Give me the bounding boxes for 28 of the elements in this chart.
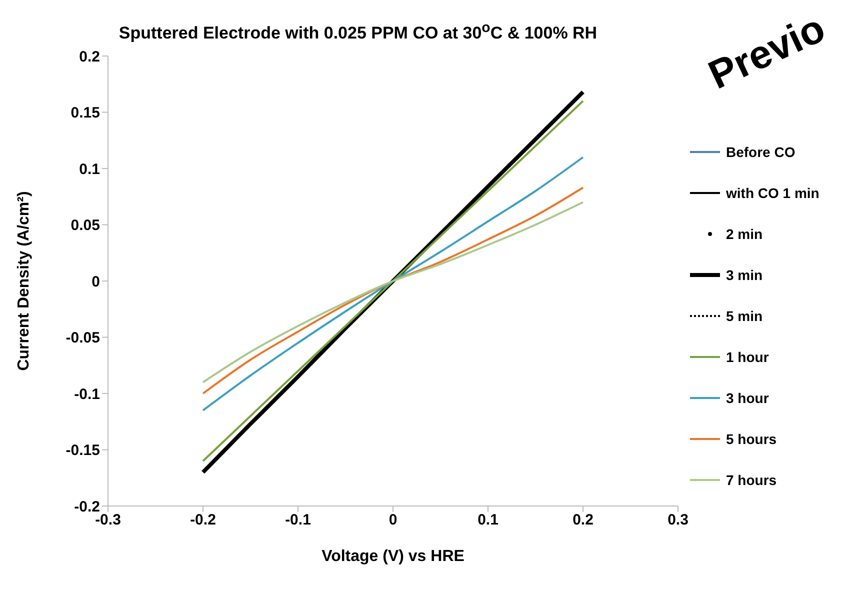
y-tick-label: -0.15 <box>66 442 100 459</box>
y-tick-label: 0.2 <box>79 48 100 65</box>
x-axis-title: Voltage (V) vs HRE <box>322 548 465 565</box>
legend-label: 3 hour <box>726 390 769 406</box>
legend-label: 5 hours <box>726 430 777 447</box>
y-tick-label: 0 <box>92 272 100 290</box>
legend-label: 1 hour <box>726 348 769 365</box>
legend-label: 7 hours <box>726 472 777 488</box>
x-tick-label: 0.2 <box>572 511 594 528</box>
line-series <box>202 156 584 412</box>
y-tick-label: 0.1 <box>79 160 100 178</box>
x-tick-label: 0.1 <box>478 511 498 528</box>
legend-label: 3 min <box>726 266 763 283</box>
legend-label: with CO 1 min <box>726 184 820 201</box>
legend-label: Before CO <box>726 144 796 160</box>
x-tick-label: -0.2 <box>190 511 216 528</box>
y-tick-label: 0.15 <box>70 104 100 122</box>
y-tick-label: 0.05 <box>70 216 100 234</box>
x-tick-label: 0.3 <box>668 511 688 528</box>
chart-title: Sputtered Electrode with 0.025 PPM CO at 30$^{o}$C & 100% RH <box>118 19 598 45</box>
legend-label: 5 min <box>726 308 763 324</box>
y-tick-label: -0.1 <box>74 385 100 402</box>
x-tick-label: 0 <box>388 511 398 528</box>
x-tick-label: -0.1 <box>285 511 311 528</box>
text: Previo <box>702 6 832 99</box>
legend-label: 2 min <box>726 226 763 242</box>
y-tick-label: -0.05 <box>66 329 100 346</box>
y-axis-title: Current Density (A/cm²) <box>16 190 33 370</box>
